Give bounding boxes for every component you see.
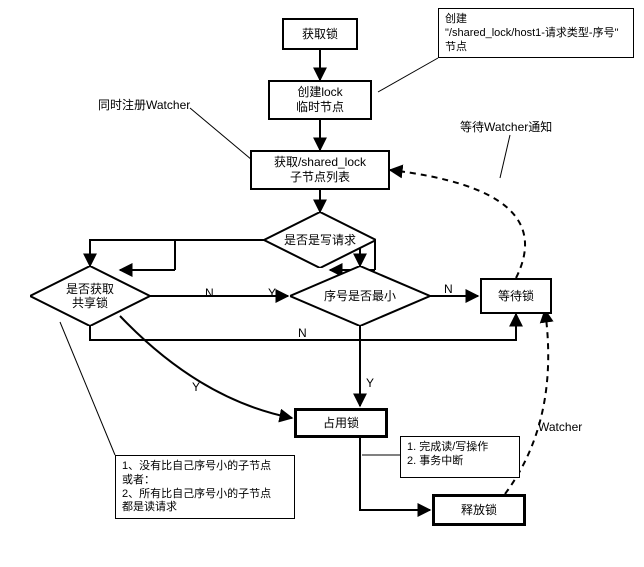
edge-label-n-3: N — [298, 326, 307, 340]
edge-label-n-2: N — [444, 282, 453, 296]
node-is-write-request: 是否是写请求 — [264, 212, 376, 268]
annotation-watcher-edge: Watcher — [538, 420, 582, 434]
node-get-children: 获取/shared_lock 子节点列表 — [250, 150, 390, 190]
note-create-path: 创建 "/shared_lock/host1-请求类型-序号" 节点 — [438, 8, 634, 58]
is-shared-label: 是否获取 共享锁 — [66, 282, 114, 311]
node-acquire-lock: 获取锁 — [282, 18, 358, 50]
node-wait-lock: 等待锁 — [480, 278, 552, 314]
node-occupy-lock: 占用锁 — [294, 408, 388, 438]
edge-label-y-2: Y — [366, 376, 374, 390]
node-create-lock: 创建lock 临时节点 — [268, 80, 372, 120]
edge-label-y-1: Y — [268, 286, 276, 300]
annotation-watcher-register: 同时注册Watcher — [98, 96, 190, 113]
node-release-lock: 释放锁 — [432, 494, 526, 526]
edge-label-y-3: Y — [192, 380, 200, 394]
node-is-shared-lock: 是否获取 共享锁 — [30, 266, 150, 326]
annotation-watcher-wait: 等待Watcher通知 — [460, 118, 552, 135]
is-write-label: 是否是写请求 — [284, 233, 356, 247]
node-is-smallest-seq: 序号是否最小 — [290, 266, 430, 326]
edge-label-n-1: N — [205, 286, 214, 300]
note-after-occupy: 1. 完成读/写操作 2. 事务中断 — [400, 436, 520, 478]
note-shared-conditions: 1、没有比自己序号小的子节点 或者： 2、所有比自己序号小的子节点 都是读请求 — [115, 455, 295, 519]
is-smallest-label: 序号是否最小 — [324, 289, 396, 303]
